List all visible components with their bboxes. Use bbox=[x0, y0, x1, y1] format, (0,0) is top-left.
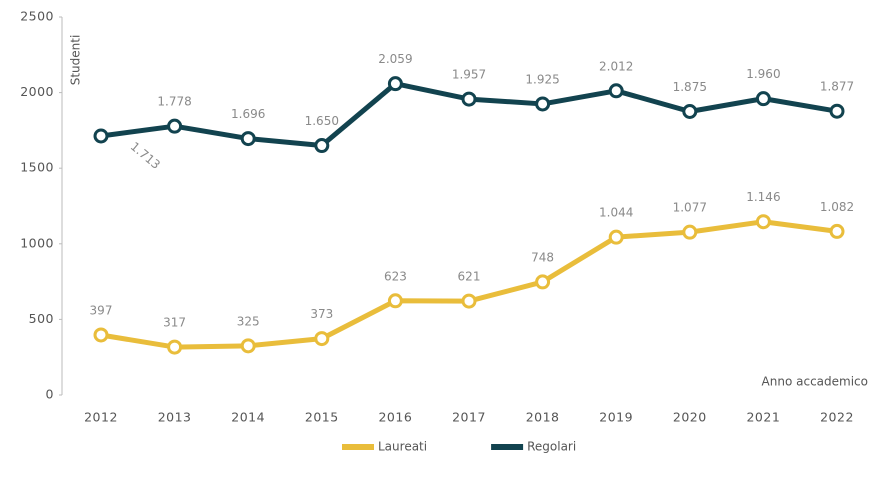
x-tick-label: 2020 bbox=[673, 410, 707, 425]
legend-label: Regolari bbox=[527, 440, 576, 454]
value-label: 1.650 bbox=[305, 114, 339, 128]
point bbox=[240, 131, 256, 147]
x-tick-label: 2014 bbox=[231, 410, 265, 425]
point bbox=[682, 104, 698, 119]
x-tick-label: 2022 bbox=[820, 410, 854, 425]
x-tick-label: 2018 bbox=[526, 410, 560, 425]
point bbox=[535, 274, 551, 290]
x-axis-label: Anno accademico bbox=[762, 375, 868, 389]
x-tick-label: 2021 bbox=[746, 410, 780, 425]
y-tick-label: 2000 bbox=[20, 84, 54, 99]
point bbox=[755, 214, 771, 230]
x-tick-label: 2019 bbox=[599, 410, 633, 425]
value-label: 1.778 bbox=[157, 95, 191, 109]
point bbox=[240, 338, 256, 354]
value-label: 2.012 bbox=[599, 59, 633, 73]
point bbox=[93, 128, 109, 144]
x-tick-label: 2017 bbox=[452, 410, 486, 425]
y-tick-label: 0 bbox=[46, 387, 54, 402]
legend-swatch bbox=[342, 444, 374, 450]
series-line bbox=[100, 219, 838, 350]
point bbox=[829, 223, 845, 239]
point bbox=[93, 327, 109, 343]
point bbox=[682, 224, 698, 240]
value-label: 1.877 bbox=[820, 80, 854, 94]
value-label: 623 bbox=[384, 269, 407, 283]
value-label: 1.077 bbox=[673, 201, 707, 215]
point bbox=[535, 96, 551, 112]
value-label: 325 bbox=[237, 314, 260, 328]
point bbox=[461, 293, 477, 309]
point bbox=[755, 91, 771, 107]
y-tick-label: 1000 bbox=[20, 235, 54, 250]
y-axis-label: Studenti bbox=[69, 35, 83, 86]
point bbox=[314, 331, 330, 347]
point bbox=[167, 339, 183, 355]
x-tick-label: 2016 bbox=[378, 410, 412, 425]
point bbox=[461, 91, 477, 107]
value-label: 1.696 bbox=[231, 107, 265, 121]
point bbox=[387, 76, 403, 92]
value-label: 1.875 bbox=[673, 80, 707, 94]
y-tick-label: 2500 bbox=[20, 9, 54, 24]
point bbox=[387, 293, 403, 309]
point bbox=[608, 83, 624, 99]
value-label: 373 bbox=[310, 307, 333, 321]
x-tick-label: 2015 bbox=[305, 410, 339, 425]
value-label: 1.713 bbox=[128, 139, 163, 172]
value-label: 1.960 bbox=[746, 67, 780, 81]
value-label: 1.925 bbox=[525, 72, 559, 86]
value-label: 2.059 bbox=[378, 52, 412, 66]
value-label: 1.082 bbox=[820, 200, 854, 214]
y-tick-label: 500 bbox=[29, 311, 54, 326]
value-label: 1.146 bbox=[746, 190, 780, 204]
value-label: 1.044 bbox=[599, 206, 633, 220]
point bbox=[314, 138, 330, 154]
value-label: 621 bbox=[458, 270, 481, 284]
legend-label: Laureati bbox=[378, 440, 427, 454]
point bbox=[167, 118, 183, 134]
y-tick-label: 1500 bbox=[20, 160, 54, 175]
value-label: 317 bbox=[163, 316, 186, 330]
value-label: 397 bbox=[90, 303, 113, 317]
value-label: 1.957 bbox=[452, 68, 486, 82]
point bbox=[829, 103, 845, 119]
x-tick-label: 2012 bbox=[84, 410, 118, 425]
x-tick-label: 2013 bbox=[158, 410, 192, 425]
legend-swatch bbox=[491, 444, 524, 450]
value-label: 748 bbox=[531, 250, 554, 264]
point bbox=[608, 229, 624, 245]
